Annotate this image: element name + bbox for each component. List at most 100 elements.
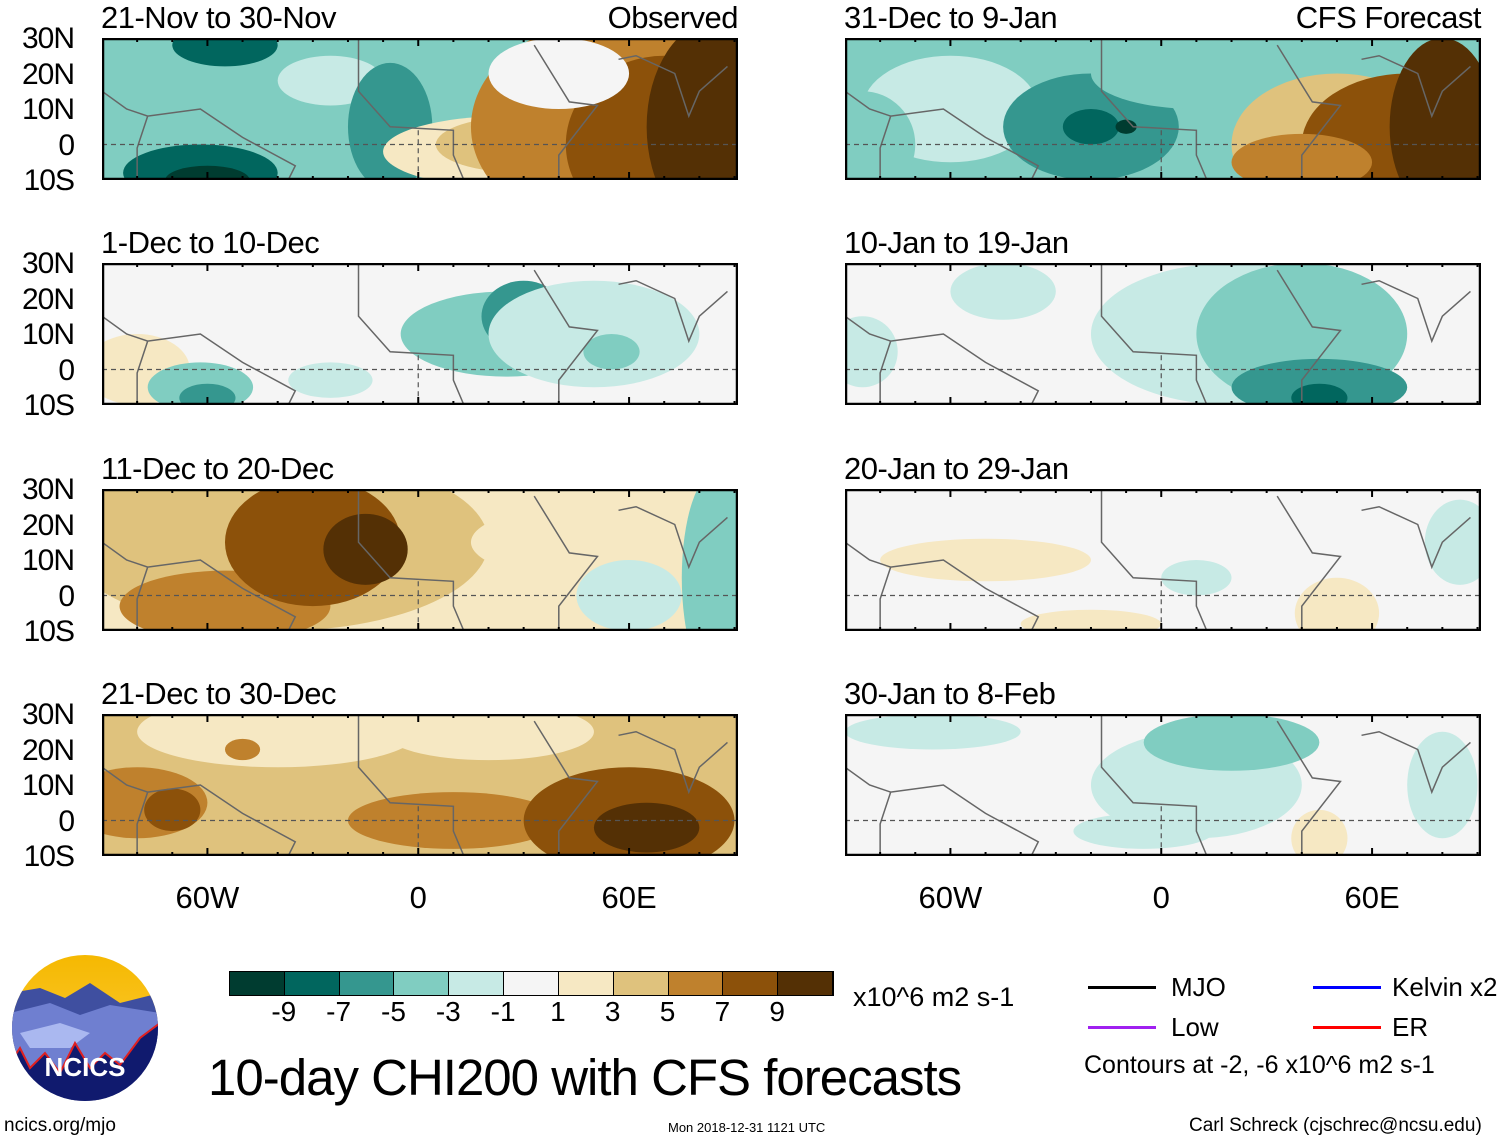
colorbar-tick-label: -7 xyxy=(326,996,352,1027)
legend-low-label: Low xyxy=(1171,1012,1219,1042)
colorbar-tick-label: 7 xyxy=(714,996,731,1027)
lat-label: 10N xyxy=(21,544,75,577)
ncics-logo: NCICS xyxy=(12,955,158,1101)
anomaly-region xyxy=(1294,577,1380,631)
coastline xyxy=(102,263,728,405)
colorbar-swatch xyxy=(449,972,505,995)
colorbar-tick-label: 3 xyxy=(604,996,621,1027)
panel-title: 1-Dec to 10-Dec xyxy=(101,225,320,260)
panel-title: 10-Jan to 19-Jan xyxy=(844,225,1069,260)
lat-label: 20N xyxy=(21,57,75,91)
colorbar-tick-label: -1 xyxy=(490,996,516,1027)
map-panel xyxy=(102,489,738,631)
legend-er-line xyxy=(1313,1026,1381,1029)
coastline xyxy=(102,714,728,856)
colorbar-tick-label: 9 xyxy=(769,996,785,1027)
anomaly-region xyxy=(137,714,419,768)
colorbar xyxy=(229,971,834,996)
anomaly-region xyxy=(383,714,594,761)
lon-label: 0 xyxy=(409,880,427,915)
anomaly-region xyxy=(1231,358,1408,405)
lat-label: 30N xyxy=(21,247,75,280)
map-panel xyxy=(845,714,1481,856)
panel-frame xyxy=(102,263,738,405)
anomaly-region xyxy=(144,788,201,832)
lat-label: 0 xyxy=(58,128,75,162)
lat-label: 0 xyxy=(58,353,75,387)
panel-frame xyxy=(845,38,1481,180)
lon-label: 0 xyxy=(1152,880,1170,915)
lat-label: 10S xyxy=(23,840,75,873)
lat-label: 20N xyxy=(21,508,75,542)
coastline xyxy=(102,38,728,180)
lat-label: 10N xyxy=(21,318,75,351)
panel-frame xyxy=(102,489,738,631)
lat-label: 30N xyxy=(21,698,75,731)
colorbar-swatch xyxy=(723,972,779,995)
lat-label: 30N xyxy=(21,473,75,506)
anomaly-region xyxy=(172,38,278,67)
colorbar-swatch xyxy=(668,972,724,995)
lat-label: 10N xyxy=(21,93,75,126)
panel-title: 31-Dec to 9-Jan xyxy=(844,0,1058,35)
footer-timestamp: Mon 2018-12-31 1121 UTC xyxy=(668,1120,826,1135)
colorbar-swatch xyxy=(284,972,340,995)
svg-text:NCICS: NCICS xyxy=(45,1052,126,1082)
map-panel xyxy=(845,263,1481,405)
colorbar-swatch xyxy=(778,972,833,995)
anomaly-region xyxy=(681,489,738,631)
anomaly-region xyxy=(1020,609,1162,631)
lon-label: 60E xyxy=(1344,880,1400,915)
lat-label: 30N xyxy=(21,22,75,55)
anomaly-region xyxy=(224,738,261,761)
anomaly-region xyxy=(845,91,916,180)
anomaly-region xyxy=(1073,813,1214,849)
panel-frame xyxy=(845,263,1481,405)
panel-title: 20-Jan to 29-Jan xyxy=(844,451,1069,486)
anomaly-region xyxy=(1115,119,1137,134)
anomaly-region xyxy=(1161,560,1232,596)
contour-note: Contours at -2, -6 x10^6 m2 s-1 xyxy=(1084,1051,1435,1079)
colorbar-tick-label: -5 xyxy=(381,996,406,1027)
anomaly-region xyxy=(950,263,1056,320)
colorbar-swatch xyxy=(613,972,669,995)
panel-title: 30-Jan to 8-Feb xyxy=(844,676,1056,711)
anomaly-region xyxy=(593,802,700,853)
anomaly-region xyxy=(576,560,682,631)
anomaly-region xyxy=(1407,731,1478,839)
anomaly-region xyxy=(288,362,373,398)
coastline xyxy=(845,714,1471,856)
anomaly-region xyxy=(179,383,236,405)
map-panel xyxy=(845,38,1481,180)
anomaly-region xyxy=(1291,809,1348,856)
map-panel xyxy=(102,714,738,856)
colorbar-tick-label: 5 xyxy=(659,996,676,1027)
anomaly-region xyxy=(1291,383,1348,405)
legend-mjo-label: MJO xyxy=(1171,972,1226,1002)
legend-er-label: ER xyxy=(1392,1012,1429,1042)
coastline xyxy=(102,489,728,631)
anomaly-region xyxy=(1062,109,1120,145)
panel-frame xyxy=(102,38,738,180)
anomaly-region xyxy=(880,538,1091,582)
colorbar-swatch xyxy=(230,972,285,995)
legend-low-line xyxy=(1088,1026,1156,1029)
legend-kelvin-label: Kelvin x2 xyxy=(1392,972,1498,1002)
lon-label: 60E xyxy=(601,880,657,915)
anomaly-region xyxy=(488,38,630,109)
lon-label: 60W xyxy=(918,880,983,915)
map-panel xyxy=(102,263,738,405)
footer-author: Carl Schreck (cjschrec@ncsu.edu) xyxy=(1189,1115,1482,1136)
colorbar-swatch xyxy=(339,972,395,995)
column-label: CFS Forecast xyxy=(1295,0,1482,35)
colorbar-swatch xyxy=(504,972,559,995)
lon-label: 60W xyxy=(175,880,240,915)
colorbar-units: x10^6 m2 s-1 xyxy=(853,982,1015,1012)
colorbar-tick-label: -9 xyxy=(271,996,297,1027)
colorbar-swatch xyxy=(394,972,450,995)
panel-frame xyxy=(102,714,738,856)
panel-title: 11-Dec to 20-Dec xyxy=(101,451,334,486)
legend-kelvin-line xyxy=(1313,986,1381,989)
lat-label: 10S xyxy=(23,389,75,422)
lat-label: 10N xyxy=(21,769,75,802)
